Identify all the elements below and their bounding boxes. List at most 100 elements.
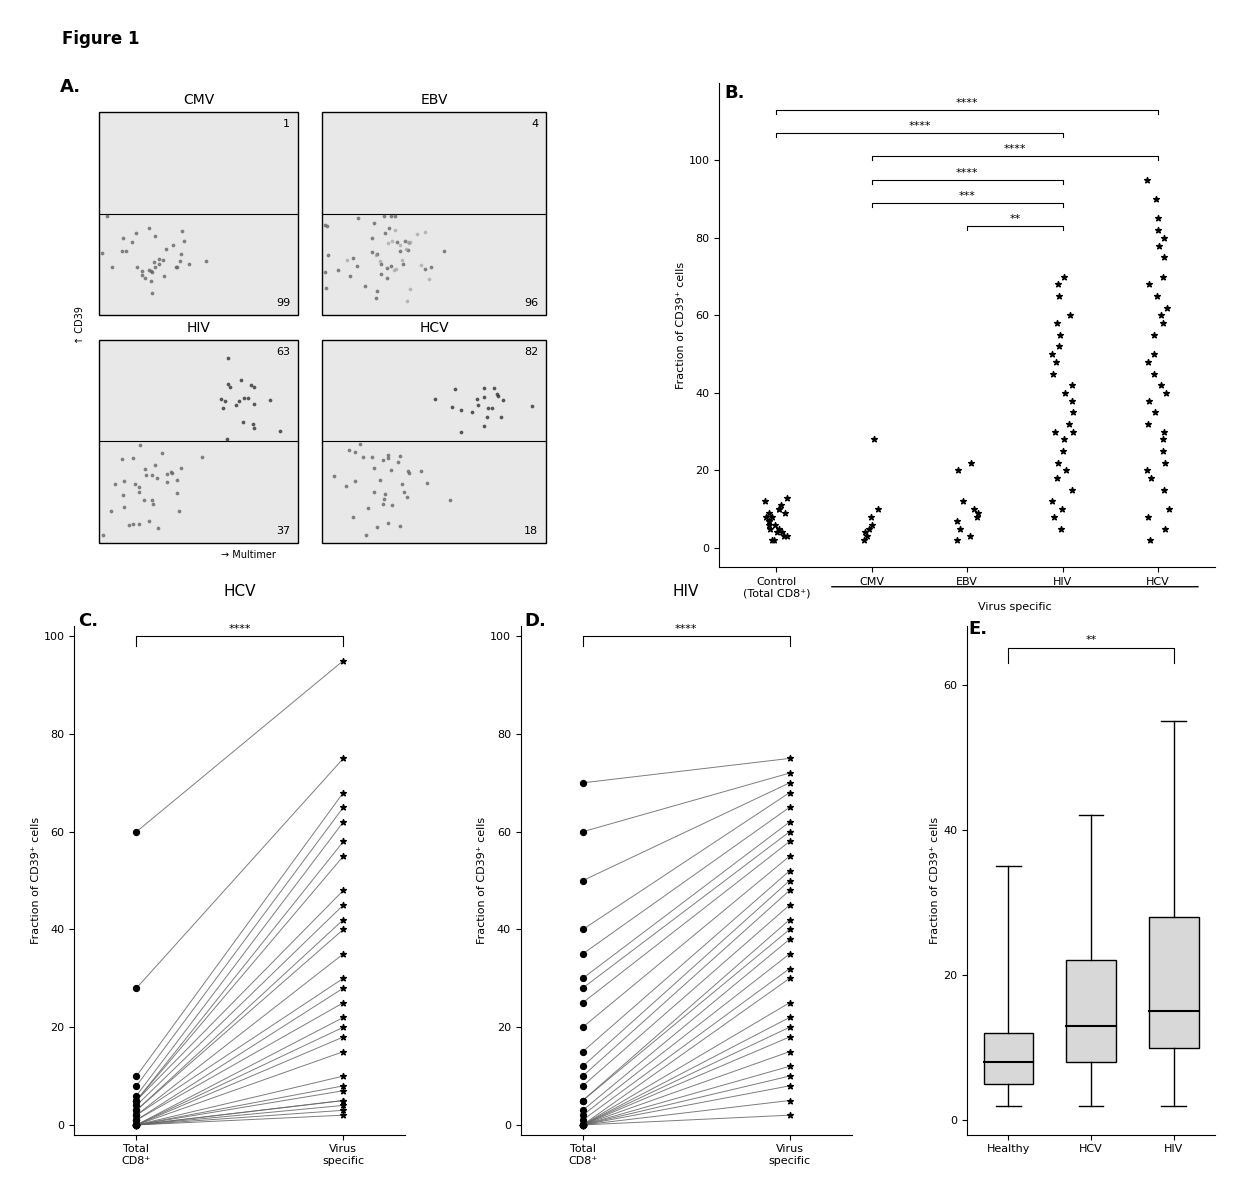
Point (145, 456, 165, 475)
Point (1064, 422, 1084, 441)
Point (196, 252, 216, 271)
Point (373, 489, 393, 508)
Point (424, 389, 444, 408)
Point (1060, 306, 1080, 325)
Point (370, 470, 389, 489)
Point (857, 527, 877, 546)
Point (398, 233, 418, 252)
Point (126, 979, 146, 998)
Point (148, 469, 167, 488)
Point (92, 243, 112, 262)
Point (1053, 500, 1073, 519)
Point (389, 235, 409, 254)
Point (1140, 391, 1159, 410)
Point (463, 403, 482, 422)
Point (139, 219, 159, 238)
Point (365, 459, 384, 478)
Point (412, 462, 432, 481)
Point (126, 1086, 146, 1105)
Point (378, 446, 398, 465)
Point (451, 401, 471, 420)
Point (135, 268, 155, 287)
Point (315, 215, 335, 234)
Point (759, 504, 779, 522)
Point (573, 823, 593, 842)
Point (243, 415, 263, 434)
Point (150, 249, 170, 268)
Text: ****: **** (956, 98, 978, 108)
Point (392, 251, 412, 269)
Point (126, 823, 146, 842)
Point (1138, 415, 1158, 434)
Point (334, 1018, 353, 1037)
Bar (322, 112, 546, 316)
Point (334, 832, 353, 851)
Point (1151, 376, 1171, 395)
Point (218, 348, 238, 366)
Point (1157, 383, 1177, 402)
Point (126, 1116, 146, 1135)
Point (334, 979, 353, 998)
Point (763, 531, 782, 550)
Point (126, 1116, 146, 1135)
Point (780, 1043, 800, 1061)
Point (334, 881, 353, 900)
Point (362, 448, 382, 467)
Point (241, 376, 260, 395)
Point (129, 483, 149, 502)
Point (233, 413, 253, 431)
Point (105, 474, 125, 493)
Point (334, 846, 353, 865)
Point (122, 233, 141, 252)
Point (573, 1116, 593, 1135)
Point (367, 288, 387, 307)
Point (1043, 364, 1063, 383)
Point (170, 252, 190, 271)
Point (133, 266, 153, 285)
Point (862, 515, 882, 534)
Point (367, 245, 387, 264)
Point (151, 443, 171, 462)
Point (573, 1091, 593, 1110)
Point (234, 389, 254, 408)
Point (381, 207, 401, 226)
Point (422, 258, 441, 277)
Point (1157, 298, 1177, 317)
Point (776, 527, 796, 546)
Point (1148, 221, 1168, 240)
Point (487, 387, 507, 405)
Point (166, 258, 186, 277)
Point (387, 233, 407, 252)
Point (401, 233, 420, 252)
Point (216, 391, 236, 410)
Point (348, 208, 368, 227)
Text: Figure 1: Figure 1 (62, 30, 139, 47)
Point (573, 1116, 593, 1135)
Point (573, 1116, 593, 1135)
Point (780, 784, 800, 803)
Point (112, 449, 131, 468)
Text: D.: D. (525, 612, 547, 630)
Point (167, 258, 187, 277)
Point (167, 483, 187, 502)
Point (244, 395, 264, 414)
Point (113, 486, 133, 505)
Point (434, 242, 454, 261)
Point (1138, 352, 1158, 371)
Point (382, 495, 402, 514)
Point (244, 418, 264, 437)
Point (353, 448, 373, 467)
Point (947, 512, 967, 531)
Point (128, 258, 148, 277)
Text: 99: 99 (277, 298, 290, 309)
Point (334, 1066, 353, 1085)
Text: ****: **** (1003, 144, 1027, 155)
Y-axis label: Fraction of CD39⁺ cells: Fraction of CD39⁺ cells (477, 817, 487, 944)
Title: HCV: HCV (223, 584, 257, 599)
Point (381, 256, 401, 275)
Point (126, 1077, 146, 1096)
Point (477, 408, 497, 427)
Point (334, 651, 353, 670)
Point (384, 207, 404, 226)
Point (780, 920, 800, 939)
